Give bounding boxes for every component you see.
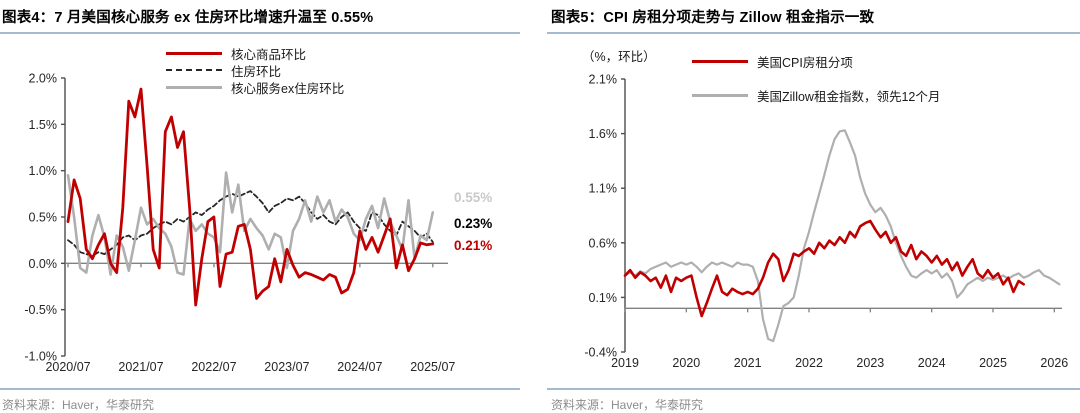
svg-text:0.1%: 0.1% [589,291,618,305]
svg-text:2023: 2023 [856,356,884,370]
svg-text:1.6%: 1.6% [589,127,618,141]
svg-text:-0.5%: -0.5% [24,303,57,317]
line-chart-cpi-rent: 2.1% 1.6% 1.1% 0.6% 0.1% -0.4%2019 2020 2021 202… [584,73,1068,371]
svg-text:2025/07: 2025/07 [410,360,455,374]
svg-text:2025: 2025 [979,356,1007,370]
legend-item-housing: 住房环比 [166,63,344,79]
gray-line-swatch-icon [166,85,222,89]
legend-label: 美国Zillow租金指数，领先12个月 [757,89,941,104]
red-line-swatch-icon [692,59,748,63]
legend: 美国CPI房租分项 美国Zillow租金指数，领先12个月 [692,54,940,122]
legend-label: 美国CPI房租分项 [757,55,853,70]
plot-area: 2.1% 1.6% 1.1% 0.6% 0.1% -0.4% 2019 2020 2021 202… [540,34,1080,379]
chart-panel-core-services: 图表4：7 月美国核心服务 ex 住房环比增速升温至 0.55% 2.0% 1.5… [0,0,540,413]
svg-text:2024/07: 2024/07 [337,360,382,374]
svg-text:2021/07: 2021/07 [118,360,163,374]
svg-text:2022/07: 2022/07 [191,360,236,374]
svg-text:2.0%: 2.0% [29,72,58,86]
svg-text:2024: 2024 [918,356,946,370]
line-chart-core-services: 2.0% 1.5% 1.0% 0.5% 0.0% -0.5% -1.0%2020/07 202… [24,72,492,375]
svg-text:2019: 2019 [611,356,639,370]
svg-text:1.0%: 1.0% [29,164,58,178]
svg-text:0.21%: 0.21% [454,238,492,253]
red-line-swatch-icon [166,51,222,55]
svg-text:2023/07: 2023/07 [264,360,309,374]
chart-panel-cpi-rent: 图表5：CPI 房租分项走势与 Zillow 租金指示一致 2.1% 1.6% 1.… [540,0,1080,413]
legend-item-cpi-rent: 美国CPI房租分项 [692,54,940,70]
svg-text:-0.4%: -0.4% [584,346,617,360]
svg-text:2022: 2022 [795,356,823,370]
legend-label: 住房环比 [231,64,282,79]
svg-text:0.6%: 0.6% [589,236,618,250]
legend-item-core-goods: 核心商品环比 [166,46,344,62]
legend: 核心商品环比 住房环比 核心服务ex住房环比 [166,46,344,97]
svg-text:2026: 2026 [1040,356,1068,370]
svg-text:2.1%: 2.1% [589,73,618,87]
source-note: 资料来源：Haver，华泰研究 [547,388,1080,413]
svg-text:0.55%: 0.55% [454,190,492,205]
svg-text:0.23%: 0.23% [454,216,492,231]
legend-label: 核心服务ex住房环比 [231,81,345,96]
chart-title: 图表4：7 月美国核心服务 ex 住房环比增速升温至 0.55% [0,0,520,34]
svg-text:2020: 2020 [672,356,700,370]
axis-unit-label: （%，环比） [582,50,656,64]
svg-text:0.0%: 0.0% [29,257,58,271]
source-note: 资料来源：Haver，华泰研究 [0,388,520,413]
svg-text:1.1%: 1.1% [589,182,618,196]
chart-title: 图表5：CPI 房租分项走势与 Zillow 租金指示一致 [547,0,1080,34]
legend-item-zillow-rent-index: 美国Zillow租金指数，领先12个月 [692,88,941,104]
dashed-line-swatch-icon [166,69,222,71]
plot-area: 2.0% 1.5% 1.0% 0.5% 0.0% -0.5% -1.0% 2020/07 202… [0,34,540,379]
legend-label: 核心商品环比 [231,47,307,62]
gray-line-swatch-icon [692,93,748,97]
svg-text:0.5%: 0.5% [29,211,58,225]
svg-text:2020/07: 2020/07 [45,360,90,374]
svg-text:1.5%: 1.5% [29,118,58,132]
svg-text:-1.0%: -1.0% [24,350,57,364]
legend-item-core-services-ex-housing: 核心服务ex住房环比 [166,80,345,96]
svg-text:2021: 2021 [734,356,762,370]
